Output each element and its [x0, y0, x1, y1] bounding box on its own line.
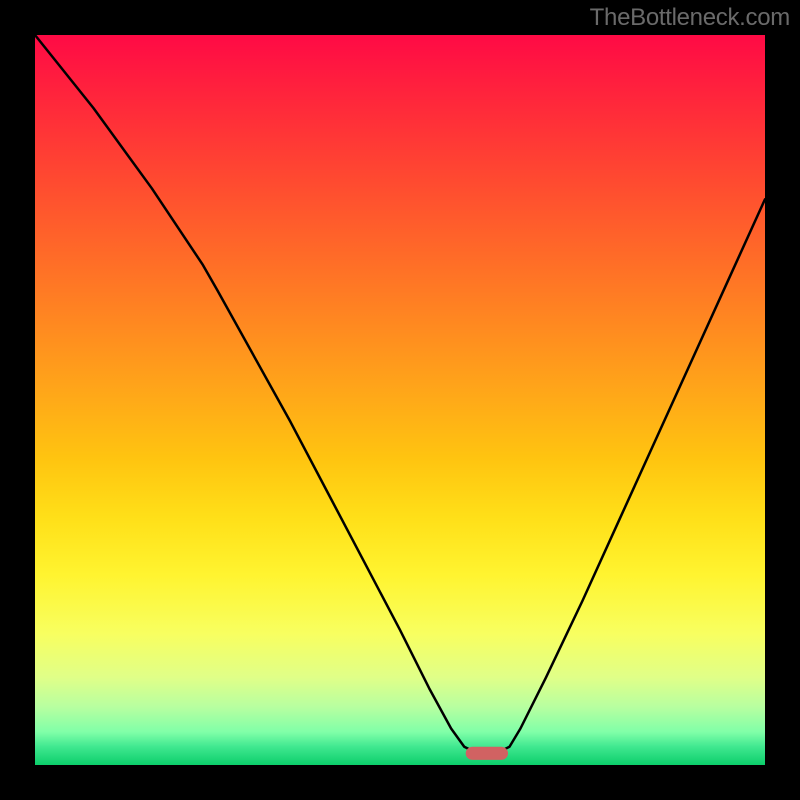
plot-gradient-background [35, 35, 765, 765]
optimal-marker [466, 747, 508, 760]
bottleneck-chart [0, 0, 800, 800]
watermark-text: TheBottleneck.com [590, 4, 790, 32]
